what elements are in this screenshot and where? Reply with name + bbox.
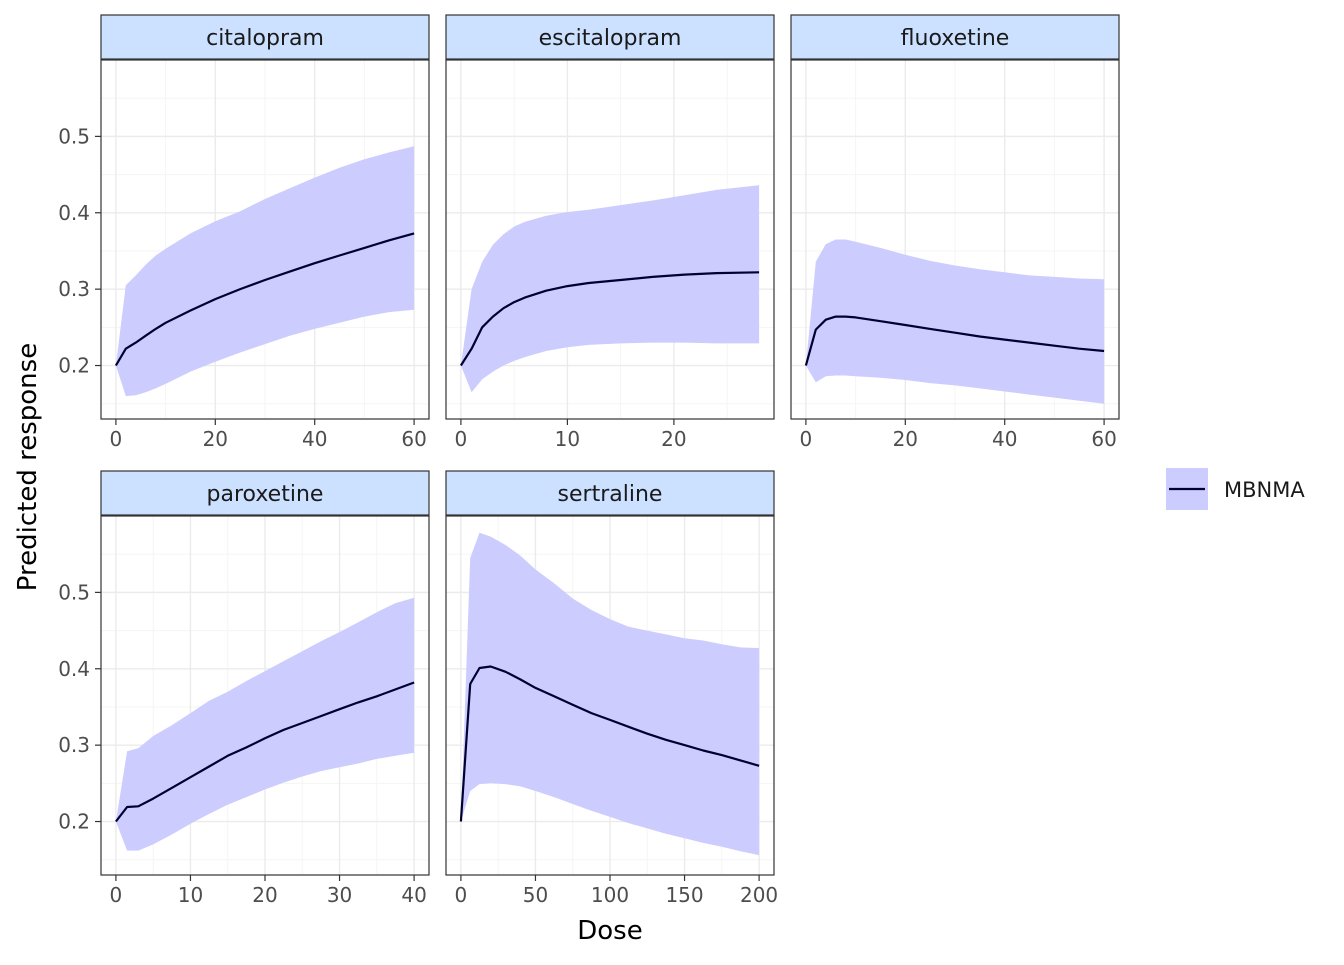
x-tick-label: 0 — [110, 883, 123, 907]
x-tick-label: 20 — [252, 883, 277, 907]
panel-border — [790, 59, 1120, 420]
x-tick-label: 0 — [800, 427, 813, 451]
line-paroxetine — [115, 681, 415, 823]
x-tick-label: 60 — [401, 427, 426, 451]
panel-border — [100, 59, 430, 420]
strip-label-fluoxetine: fluoxetine — [901, 26, 1010, 51]
x-tick-label: 20 — [203, 427, 228, 451]
x-tick-label: 50 — [523, 883, 548, 907]
panel-citalopram: citalopram 0 20 40 60 0.2 0.3 0.4 0.5 — [58, 14, 430, 451]
y-tick-label: 0.2 — [58, 354, 90, 378]
x-tick-label: 100 — [591, 883, 629, 907]
y-tick-label: 0.4 — [58, 201, 90, 225]
x-tick-label: 0 — [110, 427, 123, 451]
strip-label-escitalopram: escitalopram — [539, 26, 682, 51]
x-tick-label: 0 — [455, 427, 468, 451]
ribbon-escitalopram — [460, 185, 760, 393]
x-tick-label: 60 — [1091, 427, 1116, 451]
x-tick-label: 40 — [401, 883, 426, 907]
x-tick-label: 10 — [555, 427, 580, 451]
strip-label-paroxetine: paroxetine — [207, 482, 324, 507]
line-escitalopram — [459, 271, 760, 367]
x-tick-label: 30 — [327, 883, 352, 907]
strip-label-sertraline: sertraline — [558, 482, 663, 507]
ribbon-paroxetine — [115, 597, 415, 851]
x-tick-label: 40 — [992, 427, 1017, 451]
panels-layer: citalopram 0 20 40 60 0.2 0.3 0.4 0.5 escitalopra… — [58, 14, 1120, 907]
y-tick-label: 0.4 — [58, 657, 90, 681]
panel-fluoxetine: fluoxetine 0 20 40 60 — [790, 14, 1120, 451]
y-tick-label: 0.3 — [58, 277, 90, 301]
strip-escitalopram — [445, 14, 775, 60]
line-citalopram — [114, 232, 415, 367]
line-fluoxetine — [804, 315, 1105, 366]
strip-fluoxetine — [790, 14, 1120, 60]
panel-sertraline: sertraline 0 50 100 150 200 — [445, 470, 778, 907]
panel-paroxetine: paroxetine 0 10 20 30 40 0.2 0.3 0.4 0.5 — [58, 470, 430, 907]
x-tick-label: 200 — [740, 883, 778, 907]
panel-border — [445, 59, 775, 420]
ribbon-fluoxetine — [805, 239, 1105, 404]
y-tick-label: 0.5 — [58, 580, 90, 604]
legend-label-mbnma: MBNMA — [1224, 478, 1305, 502]
y-tick-label: 0.2 — [58, 810, 90, 834]
x-tick-label: 150 — [665, 883, 703, 907]
y-tick-label: 0.5 — [58, 124, 90, 148]
strip-paroxetine — [100, 470, 430, 516]
line-sertraline — [459, 665, 760, 822]
legend: MBNMA — [1166, 468, 1305, 510]
ribbon-citalopram — [115, 146, 415, 397]
x-tick-label: 20 — [893, 427, 918, 451]
strip-sertraline — [445, 470, 775, 516]
strip-label-citalopram: citalopram — [206, 26, 324, 51]
ribbon-sertraline — [460, 532, 760, 856]
x-tick-label: 10 — [178, 883, 203, 907]
strip-citalopram — [100, 14, 430, 60]
x-tick-label: 20 — [661, 427, 686, 451]
y-tick-label: 0.3 — [58, 733, 90, 757]
y-axis-title: Predicted response — [13, 343, 43, 591]
x-axis-title: Dose — [577, 916, 642, 946]
x-tick-label: 40 — [302, 427, 327, 451]
x-tick-label: 0 — [455, 883, 468, 907]
panel-escitalopram: escitalopram 0 10 20 — [445, 14, 775, 451]
